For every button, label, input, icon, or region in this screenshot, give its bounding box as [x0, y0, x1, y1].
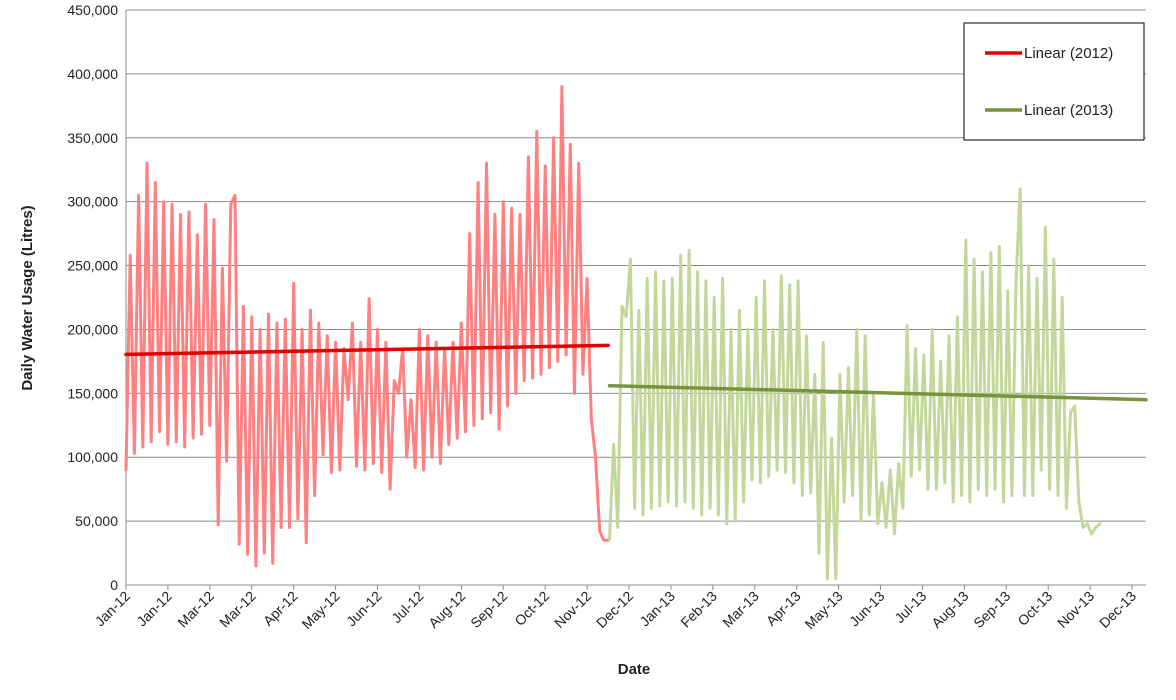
- data-series-0: [124, 85, 610, 568]
- x-tick-label: Jul-12: [388, 588, 426, 626]
- y-tick-label: 400,000: [67, 66, 118, 82]
- trendline-3: [607, 383, 1148, 402]
- x-tick-label: Dec-13: [1096, 588, 1139, 631]
- x-tick-label: Oct-13: [1014, 588, 1055, 629]
- x-tick-label: May-13: [801, 588, 845, 632]
- x-tick-label: Aug-12: [425, 588, 468, 631]
- x-tick-label: Jun-13: [846, 588, 888, 630]
- y-tick-label: 200,000: [67, 321, 118, 337]
- y-tick-label: 450,000: [67, 2, 118, 18]
- y-tick-label: 50,000: [75, 513, 118, 529]
- x-tick-label: Jan-12: [92, 588, 134, 630]
- x-tick-label: Aug-13: [928, 588, 971, 631]
- x-tick-label: Oct-12: [511, 588, 552, 629]
- axes: [125, 10, 1146, 590]
- y-tick-label: 100,000: [67, 449, 118, 465]
- y-tick-label: 350,000: [67, 130, 118, 146]
- x-tick-label: Dec-12: [593, 588, 636, 631]
- x-tick-label: May-12: [298, 588, 342, 632]
- y-tick-label: 300,000: [67, 194, 118, 210]
- x-tick-label: Mar-12: [216, 588, 259, 631]
- x-tick-label: Nov-13: [1054, 588, 1097, 631]
- x-tick-label: Feb-13: [677, 588, 720, 631]
- x-tick-label: Jul-13: [891, 588, 929, 626]
- series-lines: [124, 85, 1148, 581]
- x-tick-label: Mar-12: [174, 588, 217, 631]
- y-tick-label: 0: [110, 577, 118, 593]
- x-axis-title: Date: [618, 661, 651, 678]
- legend-label-1: Linear (2013): [1024, 102, 1113, 119]
- x-tick-label: Apr-12: [260, 588, 301, 629]
- x-tick-label: Apr-13: [763, 588, 804, 629]
- legend: Linear (2012) Linear (2013): [963, 22, 1145, 141]
- y-tick-labels: 0 50,000 100,000 150,000 200,000 250,000 300,0…: [67, 2, 118, 593]
- y-tick-label: 250,000: [67, 258, 118, 274]
- x-tick-label: Jan-12: [133, 588, 175, 630]
- legend-label-0: Linear (2012): [1024, 45, 1113, 62]
- x-tick-label: Jan-13: [636, 588, 678, 630]
- y-axis-title: Daily Water Usage (Litres): [19, 205, 36, 390]
- y-tick-label: 150,000: [67, 385, 118, 401]
- trendline-2: [124, 343, 610, 357]
- x-tick-label: Jun-12: [343, 588, 385, 630]
- x-tick-label: Sep-12: [467, 588, 510, 631]
- data-series-1: [608, 187, 1102, 581]
- x-tick-label: Sep-13: [970, 588, 1013, 631]
- x-tick-label: Mar-13: [719, 588, 762, 631]
- legend-box: [963, 22, 1145, 141]
- x-tick-label: Nov-12: [551, 588, 594, 631]
